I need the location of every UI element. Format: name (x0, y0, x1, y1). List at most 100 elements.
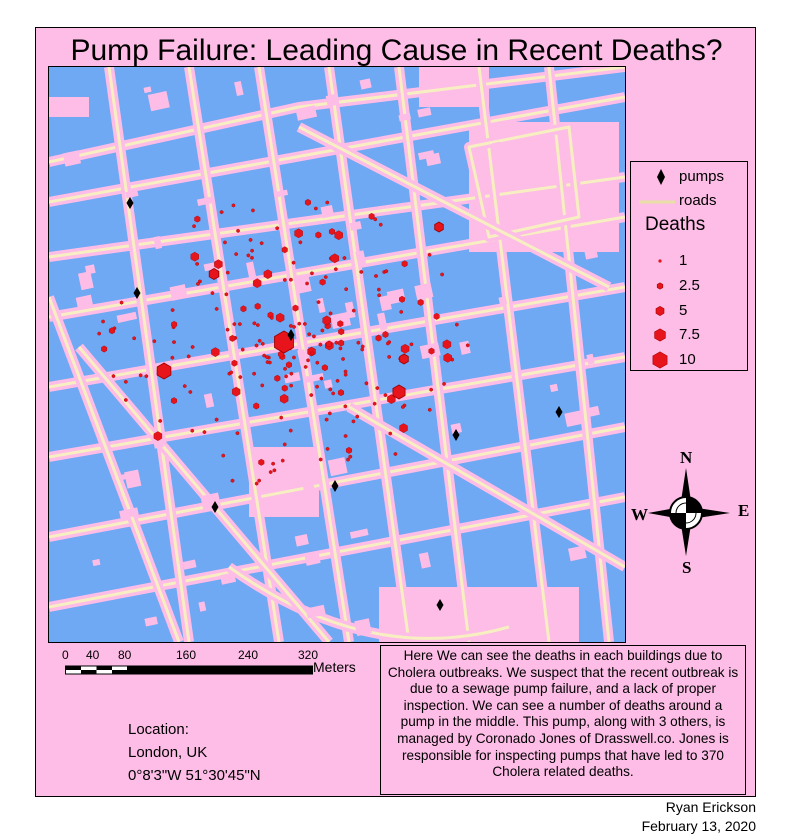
death-marker (274, 374, 281, 382)
description-box: Here We can see the deaths in each build… (380, 645, 746, 795)
death-marker (240, 305, 247, 313)
death-marker (254, 343, 259, 348)
death-marker (232, 322, 237, 327)
death-marker (246, 253, 251, 258)
map-frame[interactable] (48, 66, 626, 643)
death-marker (281, 384, 288, 392)
building (349, 528, 369, 539)
death-marker (342, 255, 347, 261)
death-marker (283, 366, 287, 371)
death-marker (252, 321, 257, 326)
death-marker (198, 279, 202, 284)
death-marker (355, 414, 359, 419)
death-marker (315, 231, 322, 239)
death-marker (288, 428, 293, 433)
building (459, 340, 471, 355)
death-marker (433, 312, 440, 320)
road (467, 125, 581, 239)
death-marker (328, 311, 333, 316)
death-marker (231, 359, 238, 367)
death-marker (252, 371, 256, 376)
death-marker (257, 478, 261, 483)
building (305, 604, 326, 619)
death-marker (429, 387, 433, 392)
death-marker (182, 384, 187, 389)
death-marker (101, 319, 105, 324)
death-marker (190, 344, 195, 350)
building (513, 164, 527, 177)
legend-death-class-5: 10 (631, 349, 747, 371)
death-marker-large (156, 362, 172, 380)
death-marker (297, 321, 302, 326)
building (498, 296, 508, 306)
building (144, 616, 158, 627)
building (116, 311, 138, 323)
legend-death-label: 2.5 (679, 277, 700, 294)
building (417, 107, 432, 118)
death-marker (334, 230, 343, 241)
building (583, 246, 599, 260)
death-marker (272, 468, 277, 473)
death-marker (223, 240, 227, 245)
road (77, 346, 331, 642)
death-marker (186, 354, 191, 359)
death-marker (210, 291, 215, 296)
death-marker (428, 407, 432, 412)
death-marker (386, 341, 390, 346)
death-marker (289, 323, 293, 328)
building (359, 78, 372, 90)
street-map[interactable] (49, 67, 625, 642)
death-marker (309, 393, 313, 398)
building (414, 282, 434, 301)
death-marker (285, 361, 292, 369)
death-marker (254, 302, 261, 310)
road (477, 67, 551, 642)
death-marker (321, 364, 328, 372)
death-marker (373, 217, 377, 222)
death-marker (455, 322, 459, 327)
building (567, 545, 587, 562)
building (355, 250, 367, 266)
building (377, 312, 388, 331)
building (325, 94, 338, 107)
death-marker (257, 338, 262, 343)
death-marker (170, 397, 178, 405)
death-marker (379, 222, 383, 227)
death-marker (289, 371, 294, 376)
death-marker (260, 383, 265, 388)
building (246, 261, 257, 279)
death-marker (250, 248, 254, 253)
building (354, 618, 372, 637)
death-marker (372, 401, 377, 406)
death-marker (260, 341, 265, 346)
death-marker (306, 358, 310, 363)
building (182, 559, 197, 570)
building (75, 294, 94, 311)
death-marker (325, 446, 330, 451)
death-marker (303, 321, 307, 326)
death-marker (111, 374, 116, 379)
death-marker (202, 430, 207, 435)
death-marker (252, 278, 262, 289)
death-marker (238, 375, 243, 380)
building (283, 371, 301, 384)
death-marker (294, 228, 303, 239)
scale-unit-label: Meters (313, 659, 356, 675)
death-marker (374, 273, 378, 279)
death-marker (399, 295, 406, 303)
death-marker (152, 339, 157, 344)
death-marker (190, 251, 199, 262)
death-marker (253, 402, 260, 410)
death-marker (292, 304, 299, 312)
building (398, 112, 412, 122)
death-marker (401, 404, 405, 410)
death-marker (109, 327, 116, 335)
death-marker (170, 308, 175, 313)
death-marker (344, 287, 348, 292)
legend-death-label: 10 (679, 351, 696, 368)
building (491, 141, 501, 149)
death-marker (124, 397, 128, 403)
death-marker (348, 454, 353, 459)
building (330, 311, 352, 330)
death-marker (368, 212, 375, 220)
